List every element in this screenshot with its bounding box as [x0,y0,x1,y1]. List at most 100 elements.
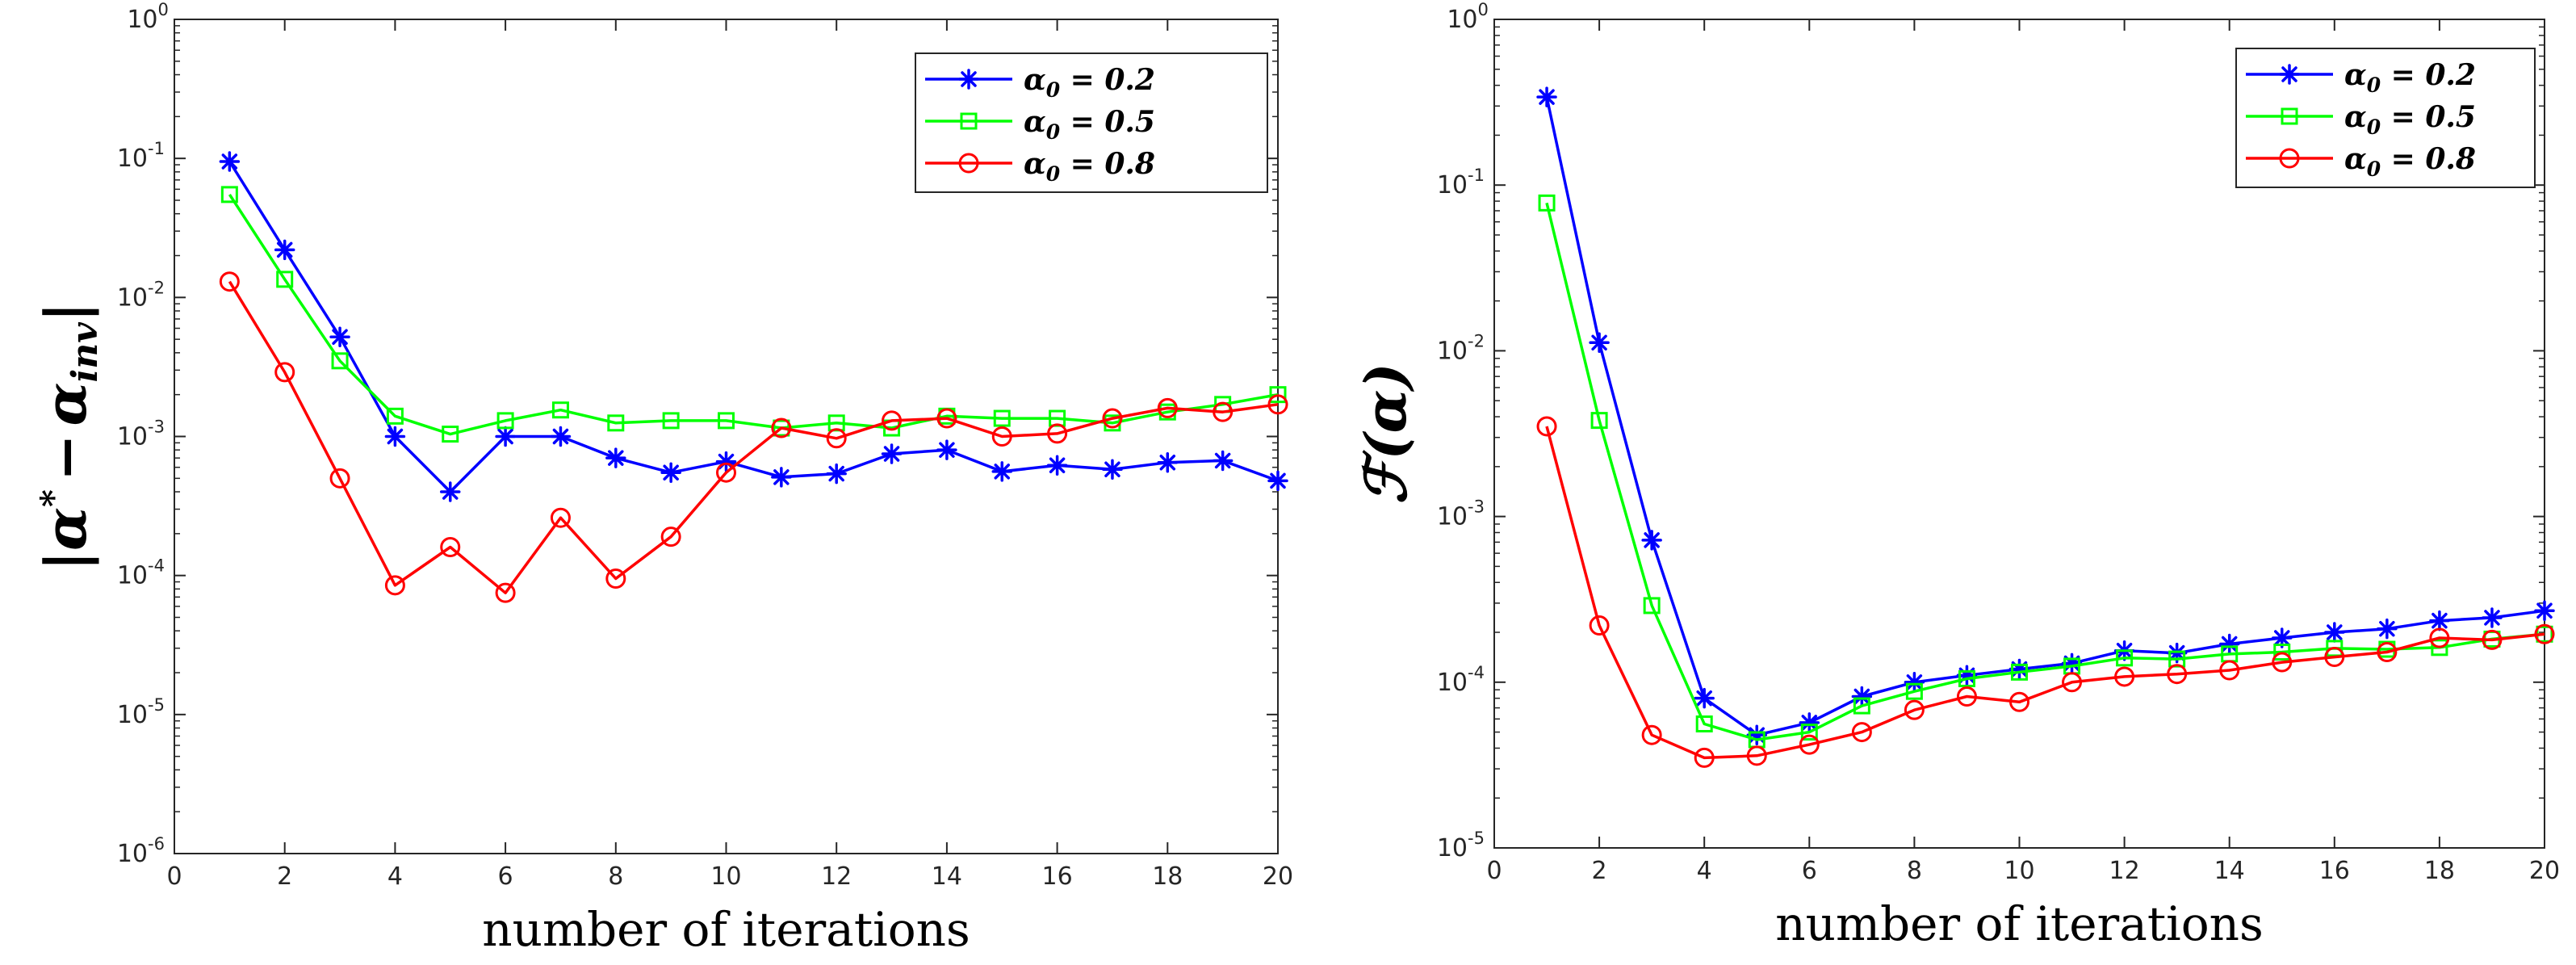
x-tick-label: 8 [1907,857,1922,885]
data-point-marker [1590,334,1608,351]
x-tick-label: 6 [498,862,513,891]
y-tick-label: 10 [117,701,148,729]
legend: α0 = 0.2α0 = 0.5α0 = 0.8 [915,53,1267,192]
y-tick-label: 10 [1437,503,1468,531]
data-point-marker [662,464,680,481]
data-point-marker [276,241,294,258]
x-tick-label: 10 [2004,857,2034,885]
y-tick-label: 10 [117,562,148,590]
data-point-marker [1695,690,1713,707]
x-axis-label: number of iterations [482,902,970,957]
data-point-marker [1104,460,1121,478]
data-point-marker [1538,88,1556,106]
legend-label-value: = 0.8 [2381,142,2476,176]
legend-label-subscript: 0 [2367,157,2381,181]
y-axis-label-part: − [32,434,99,481]
legend-label-subscript: 0 [1046,162,1061,186]
y-tick-label: 10 [1437,834,1468,862]
y-tick-exponent: -4 [148,556,165,576]
y-tick-label: 10 [117,840,148,868]
y-tick-exponent: -4 [1468,663,1485,682]
y-tick-label: 10 [127,6,157,34]
data-point-marker [2378,620,2396,638]
right-chart-panel: 10-510-410-310-210-110 00 2 4 6 8 10 12 14 16 18 20… [1352,0,2560,951]
data-point-marker [993,463,1011,480]
legend-label-symbol: α [1024,63,1046,97]
legend-label-value: = 0.2 [2381,58,2476,92]
y-axis-label-part: α [32,507,99,551]
y-tick-label: 10 [1437,337,1468,365]
legend-label-subscript: 0 [2367,73,2381,97]
x-tick-label: 2 [1592,857,1607,885]
y-tick-exponent: -2 [1468,331,1485,350]
legend-label-symbol: α [2344,58,2367,92]
legend-label-subscript: 0 [1046,78,1061,102]
legend-label-symbol: α [1024,105,1046,139]
data-point-marker [827,465,845,483]
legend-label: α0 = 0.5 [2344,100,2476,139]
legend-label-value: = 0.2 [1060,63,1155,97]
data-point-marker [2431,612,2448,630]
legend-label-value: = 0.8 [1060,147,1155,181]
legend-label: α0 = 0.8 [2344,142,2476,181]
data-point-marker [773,468,790,486]
data-point-marker [1049,456,1066,474]
y-tick-label: 10 [1437,171,1468,199]
y-axis-label-part: α [32,382,99,426]
y-tick-exponent: -1 [148,139,165,158]
y-tick-label: 10 [1437,669,1468,697]
x-tick-label: 16 [2319,857,2350,885]
data-point-marker [1269,472,1287,489]
legend-label-symbol: α [2344,100,2367,134]
data-point-marker [386,428,404,446]
y-axis-label-part: * [33,489,73,507]
x-tick-label: 20 [2529,857,2560,885]
data-point-marker [883,445,901,463]
y-tick-exponent: -5 [1468,829,1485,848]
y-tick-exponent: -3 [1468,497,1485,517]
y-tick-exponent: 0 [1478,0,1489,19]
legend-label-symbol: α [2344,142,2367,176]
left-chart-panel: 10-610-510-410-310-210-110 00 2 4 6 8 10 12 14 16… [32,0,1293,957]
y-tick-label: 10 [117,423,148,451]
x-tick-label: 18 [2424,857,2455,885]
data-point-marker [496,428,514,446]
x-tick-label: 6 [1802,857,1817,885]
x-tick-label: 2 [277,862,292,891]
data-point-marker [1643,531,1661,549]
x-tick-label: 0 [166,862,182,891]
x-axis-label: number of iterations [1775,896,2264,951]
y-tick-label: 10 [117,283,148,312]
legend-label-symbol: α [1024,147,1046,181]
data-point-marker [2326,623,2344,641]
legend-label: α0 = 0.2 [1024,63,1155,102]
data-point-marker [220,153,238,170]
y-tick-exponent: -2 [148,278,165,297]
x-tick-label: 14 [2214,857,2245,885]
y-axis-label-part: inv [65,322,106,383]
data-point-marker [331,328,349,346]
data-point-marker [1214,451,1232,469]
y-tick-exponent: -6 [148,834,165,854]
data-point-marker [551,428,569,446]
x-tick-label: 4 [387,862,403,891]
legend-marker [2281,65,2298,83]
x-tick-label: 10 [710,862,741,891]
data-point-marker [2483,609,2501,627]
y-axis-label-part: ℱ(α) [1352,363,1419,504]
x-tick-label: 12 [821,862,852,891]
legend: α0 = 0.2α0 = 0.5α0 = 0.8 [2236,48,2535,187]
legend-label-subscript: 0 [2367,115,2381,139]
y-tick-label: 10 [117,145,148,173]
y-tick-exponent: 0 [158,0,169,19]
data-point-marker [1158,454,1176,472]
y-tick-label: 10 [1447,6,1477,34]
legend-marker [960,70,978,88]
x-tick-label: 4 [1697,857,1712,885]
y-axis-label-part: | [32,302,99,322]
data-point-marker [442,483,459,501]
y-axis-label: ℱ(α) [1352,363,1419,504]
legend-label: α0 = 0.8 [1024,147,1155,186]
legend-label: α0 = 0.5 [1024,105,1155,144]
data-point-marker [607,449,625,467]
